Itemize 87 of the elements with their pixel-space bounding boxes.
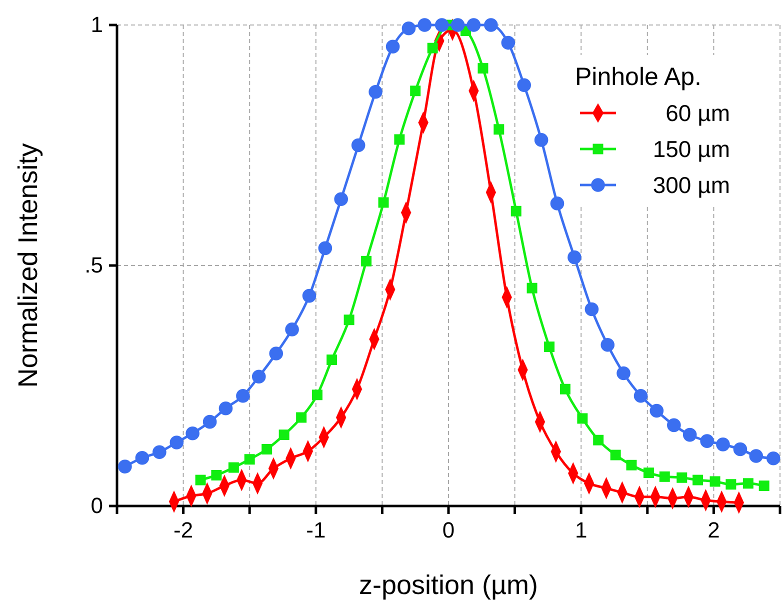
point: [368, 84, 382, 99]
point: [550, 196, 564, 210]
y-tick-label: 0: [90, 493, 103, 518]
point: [135, 451, 150, 465]
point: [394, 134, 405, 145]
y-tick-label: .5: [84, 252, 103, 278]
point: [269, 346, 284, 360]
point: [427, 42, 438, 54]
point: [501, 36, 516, 50]
point: [351, 138, 366, 152]
point: [236, 388, 250, 403]
point: [484, 18, 498, 32]
point: [478, 63, 488, 74]
point: [650, 404, 664, 418]
x-tick-label: -2: [174, 518, 194, 543]
point: [296, 412, 307, 423]
point: [600, 338, 615, 352]
point: [218, 401, 233, 416]
point: [749, 449, 764, 463]
point: [334, 192, 348, 206]
point: [517, 78, 531, 92]
point: [318, 241, 332, 256]
legend-label: 300 µm: [652, 172, 730, 198]
y-tick-label: 1: [90, 12, 103, 38]
point: [733, 442, 748, 456]
point: [152, 445, 166, 460]
point: [577, 413, 588, 424]
legend-label: 150 µm: [652, 136, 730, 162]
x-tick-label: 0: [442, 518, 455, 543]
point: [726, 479, 736, 490]
x-tick-label: 1: [574, 518, 588, 543]
point: [610, 450, 621, 460]
point: [758, 480, 770, 492]
point: [252, 370, 266, 384]
point: [494, 124, 504, 135]
x-tick-label: -1: [306, 518, 326, 543]
point: [716, 438, 730, 452]
point: [344, 314, 354, 326]
point: [593, 434, 604, 446]
point: [170, 436, 184, 450]
point: [584, 302, 599, 316]
point: [667, 418, 681, 432]
point: [202, 414, 217, 429]
point: [692, 474, 704, 486]
y-axis-title: Normalized Intensity: [13, 142, 43, 388]
point: [386, 40, 400, 54]
point: [228, 462, 239, 473]
point: [312, 390, 322, 400]
point: [211, 470, 222, 480]
point: [682, 428, 697, 442]
legend-title: Pinhole Ap.: [575, 63, 702, 91]
point: [700, 434, 714, 448]
point: [418, 18, 432, 32]
point: [326, 354, 338, 366]
point: [526, 282, 538, 294]
point: [710, 476, 720, 487]
point: [278, 430, 290, 440]
point: [302, 288, 316, 303]
point: [616, 366, 630, 380]
point: [285, 322, 299, 336]
point: [766, 451, 780, 466]
point: [434, 18, 449, 32]
point: [510, 206, 522, 216]
point: [195, 474, 206, 486]
point: [262, 444, 272, 454]
point: [378, 197, 389, 208]
point: [361, 256, 372, 266]
point: [450, 18, 465, 32]
point: [634, 388, 648, 403]
point: [410, 86, 421, 96]
point: [402, 21, 416, 36]
point: [568, 250, 582, 264]
point: [534, 133, 548, 147]
point: [676, 472, 688, 483]
x-tick-label: 2: [708, 518, 720, 543]
point: [244, 454, 255, 465]
point: [659, 471, 670, 482]
point: [118, 460, 132, 474]
x-axis-title: z-position (µm): [358, 570, 538, 600]
legend-label: 60 µm: [666, 100, 730, 126]
point: [626, 460, 637, 470]
point: [466, 18, 481, 32]
point: [186, 426, 200, 440]
point: [742, 478, 754, 489]
point: [544, 342, 555, 352]
point: [560, 384, 570, 394]
point: [643, 468, 654, 478]
